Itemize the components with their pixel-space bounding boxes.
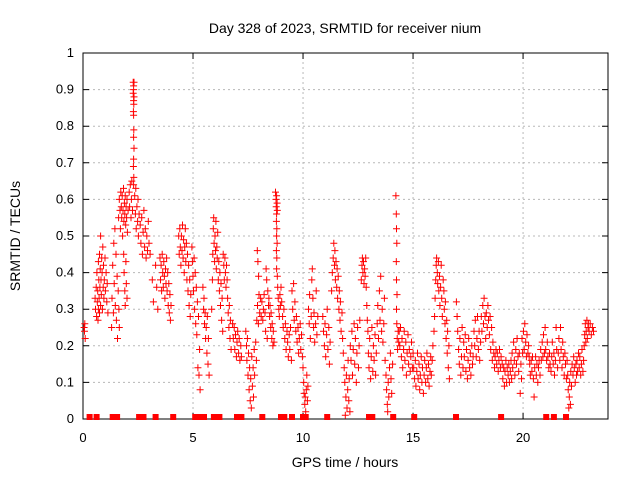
zero-flag-square-marker — [201, 414, 207, 420]
zero-flag-square-marker — [234, 414, 240, 420]
zero-flag-square-marker — [216, 414, 223, 420]
zero-flag-square-marker — [152, 414, 159, 420]
y-axis-label: SRMTID / TECUs — [7, 181, 23, 291]
y-tick-label: 0.8 — [56, 118, 74, 133]
zero-flag-square-marker — [543, 414, 550, 420]
zero-flag-square-marker — [170, 414, 177, 420]
y-tick-labels: 0 0.1 0.2 0.3 0.4 0.5 0.6 0.7 0.8 0.9 1 — [56, 45, 74, 426]
zero-flag-square-marker — [114, 414, 121, 420]
zero-flag-square-marker — [390, 414, 397, 420]
zero-flag-square-marker — [453, 414, 459, 420]
zero-flag-square-marker — [369, 414, 376, 420]
zero-flag-square-marker — [366, 414, 372, 420]
zero-flag-markers-series — [86, 414, 569, 420]
zero-flag-square-marker — [411, 414, 418, 420]
y-tick-label: 0.4 — [56, 265, 74, 280]
zero-flag-square-marker — [109, 414, 116, 420]
y-tick-label: 0.3 — [56, 301, 74, 316]
y-tick-label: 0.2 — [56, 338, 74, 353]
x-tick-label: 5 — [189, 430, 196, 445]
y-tick-label: 0.1 — [56, 374, 74, 389]
y-tick-label: 0 — [67, 411, 74, 426]
zero-flag-square-marker — [563, 414, 569, 420]
zero-flag-square-marker — [93, 414, 100, 420]
srmtid-points-series — [80, 78, 597, 419]
x-tick-label: 0 — [79, 430, 86, 445]
y-tick-label: 0.5 — [56, 228, 74, 243]
zero-flag-square-marker — [550, 414, 557, 420]
y-tick-label: 0.9 — [56, 82, 74, 97]
x-tick-label: 20 — [516, 430, 530, 445]
zero-flag-square-marker — [289, 414, 295, 420]
grid-lines — [83, 53, 608, 419]
zero-flag-square-marker — [278, 414, 284, 420]
zero-flag-square-marker — [136, 414, 143, 420]
x-axis-label: GPS time / hours — [292, 454, 399, 470]
zero-flag-square-marker — [210, 414, 217, 420]
zero-flag-square-marker — [86, 414, 93, 420]
zero-flag-square-marker — [498, 414, 505, 420]
y-tick-label: 1 — [67, 45, 74, 60]
zero-flag-square-marker — [140, 414, 147, 420]
zero-flag-square-marker — [238, 414, 245, 420]
zero-flag-square-marker — [196, 414, 203, 420]
x-tick-label: 15 — [406, 430, 420, 445]
zero-flag-square-marker — [281, 414, 288, 420]
scatter-plus-markers — [80, 78, 597, 419]
x-tick-labels: 0 5 10 15 20 — [79, 430, 530, 445]
zero-flag-square-marker — [259, 414, 266, 420]
zero-flag-square-marker — [192, 414, 199, 420]
axis-ticks — [82, 52, 608, 420]
zero-flag-square-marker — [324, 414, 331, 420]
x-tick-label: 10 — [296, 430, 310, 445]
y-tick-label: 0.7 — [56, 155, 74, 170]
chart-title: Day 328 of 2023, SRMTID for receiver niu… — [209, 20, 481, 36]
zero-flag-square-marker — [302, 414, 309, 420]
y-tick-label: 0.6 — [56, 191, 74, 206]
